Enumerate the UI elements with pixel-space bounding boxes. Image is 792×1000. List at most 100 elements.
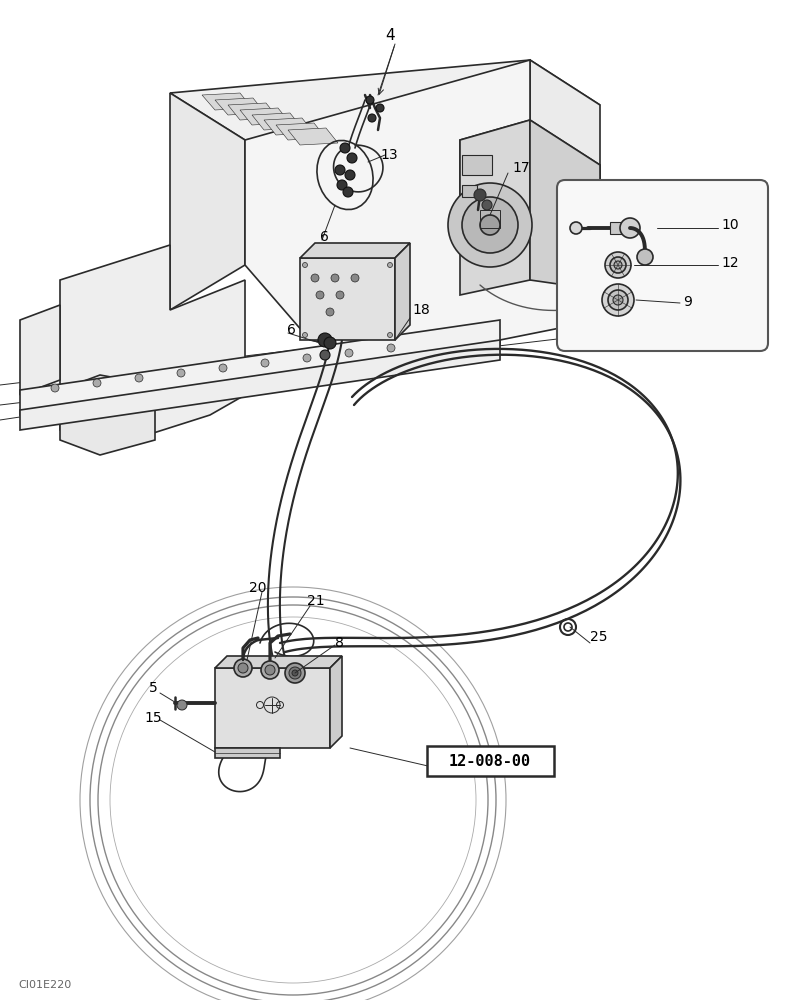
Circle shape xyxy=(336,291,344,299)
Text: 9: 9 xyxy=(683,295,692,309)
Circle shape xyxy=(448,183,532,267)
Circle shape xyxy=(605,252,631,278)
Polygon shape xyxy=(202,93,252,110)
Bar xyxy=(480,210,500,228)
Polygon shape xyxy=(228,103,278,120)
Circle shape xyxy=(324,337,336,349)
Circle shape xyxy=(347,153,357,163)
Polygon shape xyxy=(288,128,338,145)
Circle shape xyxy=(303,354,311,362)
Circle shape xyxy=(177,700,187,710)
Circle shape xyxy=(265,665,275,675)
Text: 6: 6 xyxy=(320,230,329,244)
Circle shape xyxy=(316,291,324,299)
Circle shape xyxy=(345,349,353,357)
Circle shape xyxy=(610,257,626,273)
Circle shape xyxy=(93,379,101,387)
Text: 12: 12 xyxy=(721,256,739,270)
Circle shape xyxy=(368,114,376,122)
Circle shape xyxy=(303,332,307,338)
Polygon shape xyxy=(395,243,410,340)
Text: 4: 4 xyxy=(385,27,395,42)
Text: 25: 25 xyxy=(590,630,607,644)
Polygon shape xyxy=(300,258,395,340)
Circle shape xyxy=(608,290,628,310)
Text: CI01E220: CI01E220 xyxy=(18,980,71,990)
Circle shape xyxy=(331,274,339,282)
Circle shape xyxy=(343,187,353,197)
Text: 20: 20 xyxy=(249,581,267,595)
Circle shape xyxy=(219,364,227,372)
Circle shape xyxy=(474,189,486,201)
Polygon shape xyxy=(60,375,155,455)
Text: 21: 21 xyxy=(307,594,325,608)
Polygon shape xyxy=(276,123,326,140)
FancyBboxPatch shape xyxy=(427,746,554,776)
Circle shape xyxy=(570,222,582,234)
Circle shape xyxy=(366,96,374,104)
Polygon shape xyxy=(460,120,600,220)
Bar xyxy=(462,155,492,175)
Circle shape xyxy=(285,663,305,683)
Circle shape xyxy=(351,274,359,282)
Circle shape xyxy=(387,262,393,267)
Text: 8: 8 xyxy=(335,636,344,650)
Text: 10: 10 xyxy=(721,218,739,232)
Bar xyxy=(462,185,477,197)
Bar xyxy=(610,222,626,234)
Circle shape xyxy=(261,359,269,367)
FancyBboxPatch shape xyxy=(557,180,768,351)
Circle shape xyxy=(462,197,518,253)
Polygon shape xyxy=(264,118,314,135)
Polygon shape xyxy=(60,245,245,450)
Polygon shape xyxy=(20,340,500,430)
Text: 17: 17 xyxy=(512,161,530,175)
Circle shape xyxy=(480,215,500,235)
Circle shape xyxy=(337,180,347,190)
Circle shape xyxy=(345,170,355,180)
Circle shape xyxy=(613,295,623,305)
Polygon shape xyxy=(245,60,600,355)
Polygon shape xyxy=(330,656,342,748)
Polygon shape xyxy=(215,748,280,758)
Polygon shape xyxy=(20,320,500,415)
Circle shape xyxy=(602,284,634,316)
Circle shape xyxy=(303,262,307,267)
Circle shape xyxy=(292,670,298,676)
Polygon shape xyxy=(215,668,330,748)
Circle shape xyxy=(340,143,350,153)
Polygon shape xyxy=(530,60,600,220)
Circle shape xyxy=(51,384,59,392)
Text: 15: 15 xyxy=(144,711,162,725)
Text: 18: 18 xyxy=(412,303,430,317)
Text: 6: 6 xyxy=(287,323,296,337)
Circle shape xyxy=(261,661,279,679)
Circle shape xyxy=(326,308,334,316)
Polygon shape xyxy=(240,108,290,125)
Text: 12-008-00: 12-008-00 xyxy=(449,754,531,768)
Polygon shape xyxy=(530,120,600,290)
Circle shape xyxy=(620,218,640,238)
Circle shape xyxy=(177,369,185,377)
Polygon shape xyxy=(170,60,600,140)
Circle shape xyxy=(376,104,384,112)
Circle shape xyxy=(320,350,330,360)
Circle shape xyxy=(311,274,319,282)
Circle shape xyxy=(289,667,301,679)
Polygon shape xyxy=(300,243,410,258)
Polygon shape xyxy=(252,113,302,130)
Circle shape xyxy=(387,332,393,338)
Polygon shape xyxy=(215,98,265,115)
Circle shape xyxy=(387,344,395,352)
Circle shape xyxy=(135,374,143,382)
Circle shape xyxy=(335,165,345,175)
Polygon shape xyxy=(215,656,342,668)
Circle shape xyxy=(482,200,492,210)
Text: 5: 5 xyxy=(149,681,158,695)
Circle shape xyxy=(234,659,252,677)
Text: 13: 13 xyxy=(380,148,398,162)
Circle shape xyxy=(637,249,653,265)
Polygon shape xyxy=(170,93,245,310)
Circle shape xyxy=(238,663,248,673)
Polygon shape xyxy=(460,120,530,295)
